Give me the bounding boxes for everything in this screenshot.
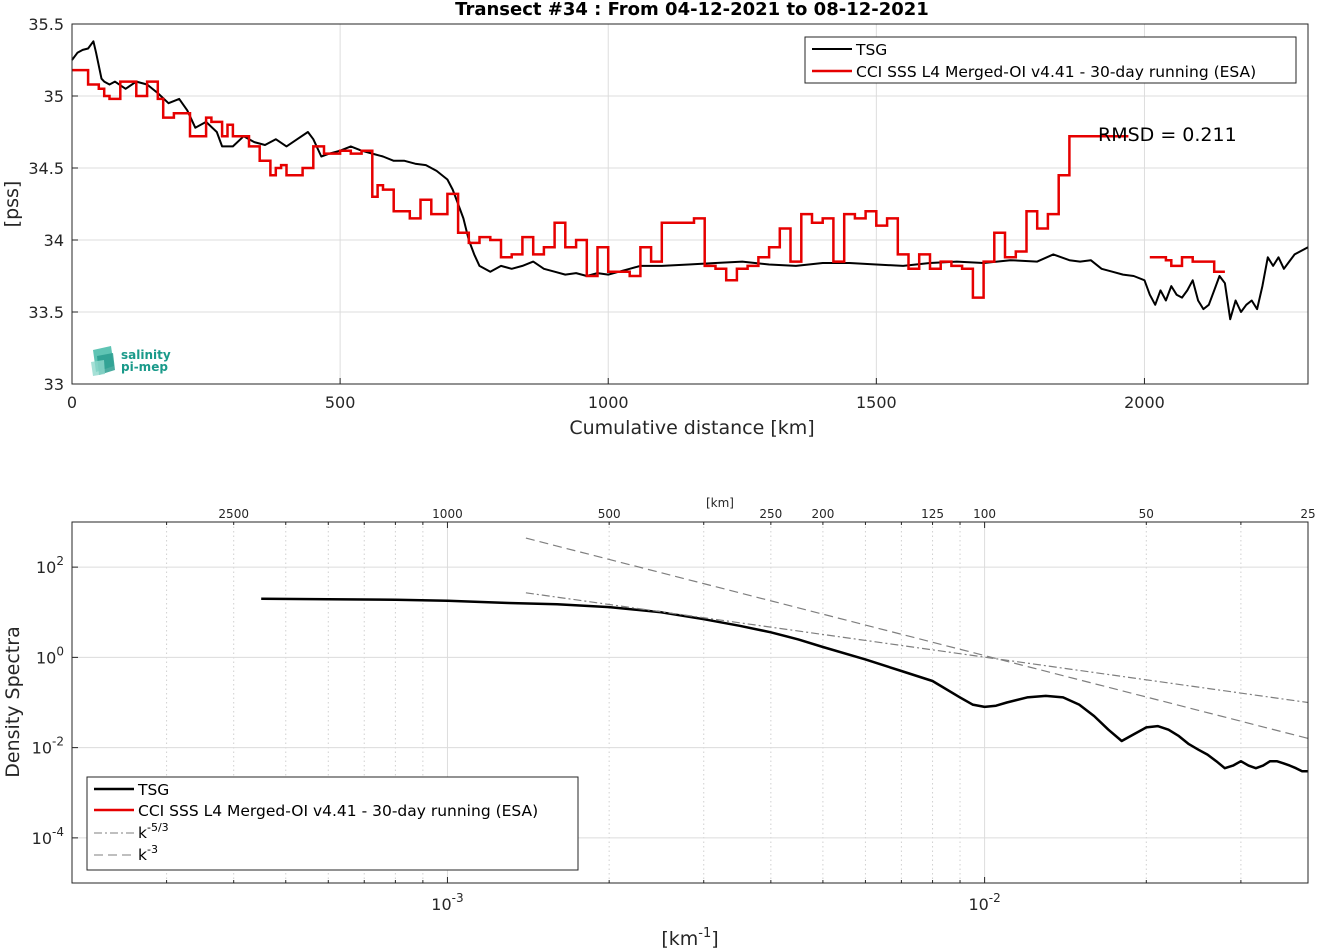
y-tick-label: 10-4 [32,825,64,848]
y-tick-label: 33 [44,375,64,394]
cci-series-line [72,68,1129,299]
cci-series-line [1149,256,1225,273]
top-tick-label: 100 [973,507,996,521]
top-tick-label: 200 [811,507,834,521]
x-tick-label: 10-2 [968,891,1000,914]
legend: TSG CCI SSS L4 Merged-OI v4.41 - 30-day … [804,36,1297,84]
y-tick-label: 34.5 [28,159,64,178]
y-axis-label: Density Spectra [2,626,24,777]
logo-text-salinity: salinity [121,348,171,362]
x-tick-label: 1000 [588,393,629,412]
plot-area [72,24,1308,384]
chart-title: Transect #34 : From 04-12-2021 to 08-12-… [455,0,929,20]
legend-label-k3: k-3 [138,843,158,864]
axes-frame [71,521,1309,884]
y-tick-label: 33.5 [28,303,64,322]
x-axis-label: [km-1] [661,926,718,948]
y-tick-label: 34 [44,231,64,250]
top-tick-label: 2500 [218,507,249,521]
legend-label-tsg: TSG [137,781,169,799]
top-axis-label: [km] [706,496,734,510]
y-tick-label: 100 [36,644,64,667]
top-tick-label: 50 [1139,507,1154,521]
grid [71,522,1309,883]
series-layer [71,40,1309,321]
logo-mark-icon [91,346,115,376]
axes-frame [71,23,1309,385]
y-tick-label: 102 [36,554,64,577]
top-tick-label: 125 [921,507,944,521]
legend-label-k53: k-5/3 [138,821,169,842]
y-axis-label: [pss] [1,181,23,228]
x-tick-label: 500 [325,393,356,412]
k-5-3-reference-line [525,592,1309,704]
y-tick-label: 10-2 [32,735,64,758]
top-tick-label: 250 [759,507,782,521]
legend-label-tsg: TSG [855,41,887,59]
logo-text-pimep: pi-mep [121,360,168,374]
legend-label-cci: CCI SSS L4 Merged-OI v4.41 - 30-day runn… [856,63,1256,81]
x-tick-label: 0 [67,393,77,412]
x-tick-label: 10-3 [431,891,463,914]
top-tick-label: 25 [1300,507,1315,521]
tick-labels: 102 100 10-2 10-4 10-3 10-2 2500 1000 500 250 200 1… [32,507,1316,914]
x-tick-label: 2000 [1124,393,1165,412]
x-axis-label: Cumulative distance [km] [569,417,814,439]
series-layer [261,537,1309,773]
k-3-reference-line [525,537,1309,739]
legend-label-cci: CCI SSS L4 Merged-OI v4.41 - 30-day runn… [138,802,538,820]
tick-labels: 0 500 1000 1500 2000 33 33.5 34 34.5 35 35.5 [28,15,1164,412]
salinity-transect-chart: 0 500 1000 1500 2000 33 33.5 34 34.5 35 35.5 Trans… [1,0,1309,439]
y-tick-label: 35.5 [28,15,64,34]
density-spectra-chart: 102 100 10-2 10-4 10-3 10-2 2500 1000 500 250 200 1… [2,496,1316,948]
legend-box [804,36,1297,84]
legend: TSG CCI SSS L4 Merged-OI v4.41 - 30-day … [86,776,579,871]
top-tick-label: 500 [598,507,621,521]
top-tick-label: 1000 [432,507,463,521]
tsg-spectrum-line [261,597,1308,773]
y-tick-label: 35 [44,87,64,106]
x-tick-label: 1500 [856,393,897,412]
rmsd-annotation: RMSD = 0.211 [1098,124,1237,146]
salinity-pimep-logo: salinity pi-mep [91,346,171,376]
legend-box [86,776,579,871]
